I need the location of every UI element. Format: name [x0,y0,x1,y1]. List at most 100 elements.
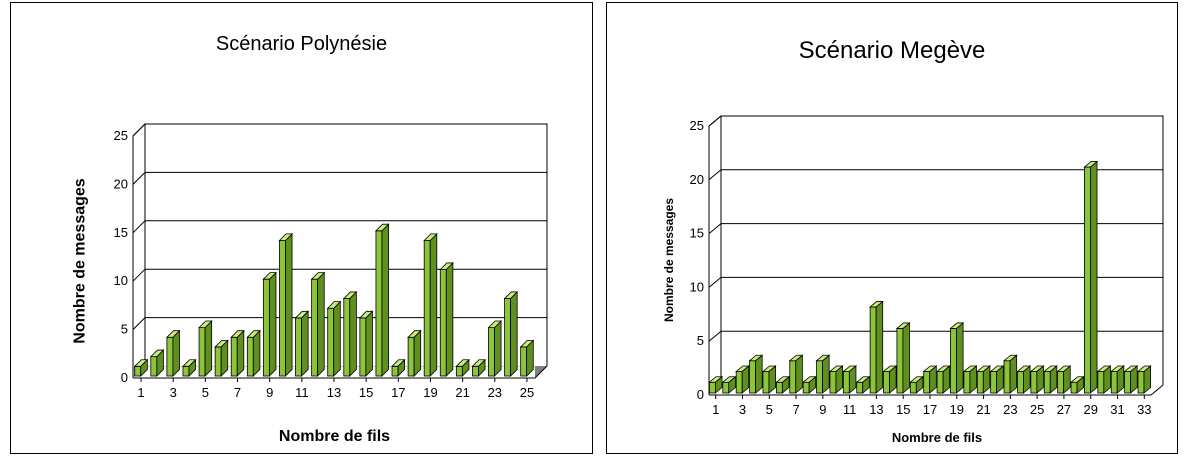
y-tick-label: 20 [114,176,128,191]
bar [472,365,479,377]
bar [230,336,238,377]
y-tick-label: 10 [690,279,704,294]
x-tick-label: 9 [819,402,826,417]
bar-top [1002,354,1018,362]
bar-top [1136,365,1152,372]
bar-top [182,359,197,367]
bar [869,306,877,394]
x-tick-label: 3 [170,385,177,400]
bar-top [230,330,245,338]
bar-top [775,376,791,383]
bar-top [423,233,438,241]
bar [816,360,823,394]
bar-top [962,365,978,372]
bar [1003,360,1011,394]
bar-top [1043,365,1058,372]
bar-top [326,301,342,309]
bar-side [333,300,341,377]
bar [134,365,142,377]
bar-side [413,329,422,377]
y-tick-label: 0 [121,370,128,385]
bar [708,381,716,394]
bar-side [285,232,293,377]
bar-top [721,376,737,383]
y-tick-label: 15 [690,226,704,241]
y-tick-label: 20 [690,172,704,187]
bar-top [815,354,831,362]
bar [182,365,190,377]
bar-top [708,376,724,383]
x-tick-label: 3 [739,402,746,417]
x-tick-label: 11 [295,385,309,400]
bar-top [1096,365,1112,372]
bar [829,371,837,394]
bar [762,371,770,394]
bar [262,278,270,377]
bar [896,328,904,394]
bar-side [268,271,277,377]
gridline [708,169,1163,181]
bar-top [949,322,965,329]
bar-top [1056,365,1072,372]
bar [327,307,335,377]
bar [246,336,254,377]
bar [883,371,890,394]
bar-side [172,329,180,377]
x-axis-line [709,384,1164,396]
x-tick-label: 17 [923,402,937,417]
x-tick-label: 17 [391,385,405,400]
x-tick-label: 5 [766,402,773,417]
gridline [708,276,1163,288]
bar-top [165,330,181,338]
bar-top [439,262,454,270]
bar [166,336,174,377]
bar-top [1110,365,1125,372]
bar [1084,166,1091,394]
bar [520,346,528,377]
bar-top [976,365,991,372]
bar-side [252,329,261,377]
bar-top [133,359,149,367]
bar-top [788,354,804,362]
y-tick-label: 5 [697,333,704,348]
bar-top [198,320,213,329]
bar [842,371,850,394]
bar-top [855,376,871,383]
y-tick-label: 15 [114,225,128,240]
bar-top [342,291,358,299]
bar-top [1029,365,1045,372]
x-tick-label: 7 [792,402,799,417]
bar-top [358,310,374,319]
bar [488,327,495,377]
bar-side [510,290,518,377]
bar-side [381,223,389,377]
bar-top [391,359,406,367]
bar-side [795,354,803,394]
chart-title: Scénario Polynésie [215,33,388,55]
x-tick-label: 1 [137,385,144,400]
bar-top [1123,365,1139,372]
bar-top [262,272,277,280]
bar [1017,371,1024,394]
bar-top [761,365,777,372]
bar-top [869,301,884,308]
bar [423,240,431,377]
x-axis-label: Nombre de fils [278,428,391,445]
bar [504,298,511,377]
x-tick-label: 19 [950,402,964,417]
gridline [132,171,547,185]
bar [923,371,931,394]
bar [1030,371,1038,394]
x-tick-label: 25 [1030,402,1044,417]
bar [735,371,743,394]
bar-top [1083,161,1099,168]
gridline [708,115,1163,127]
y-tick-label: 10 [114,273,128,288]
chart-title: Scénario Megève [798,37,986,64]
x-tick-label: 29 [1083,402,1097,417]
bar-side [875,300,884,394]
bar-top [882,365,898,372]
bar-top [374,223,390,232]
bar [150,356,158,377]
bar [1137,371,1145,394]
